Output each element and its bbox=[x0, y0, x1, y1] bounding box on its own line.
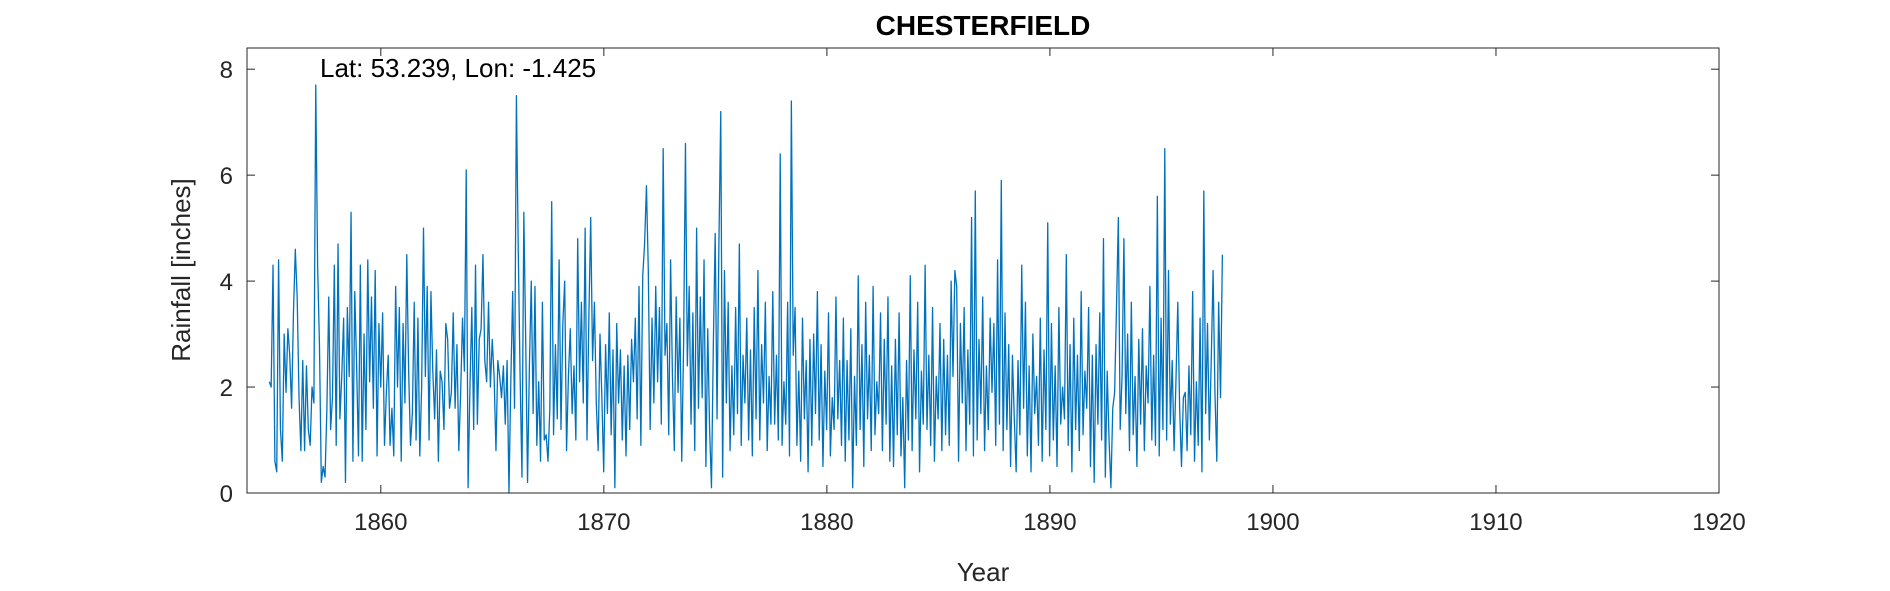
x-axis-label: Year bbox=[957, 557, 1010, 587]
x-tick-label: 1900 bbox=[1246, 509, 1299, 536]
y-tick-label: 2 bbox=[220, 375, 233, 402]
plot-area-background bbox=[247, 48, 1719, 493]
x-tick-label: 1890 bbox=[1023, 509, 1076, 536]
rainfall-series-line-0 bbox=[268, 84, 1224, 494]
location-annotation: Lat: 53.239, Lon: -1.425 bbox=[320, 53, 596, 83]
x-tick-label: 1910 bbox=[1469, 509, 1522, 536]
y-tick-label: 4 bbox=[220, 269, 233, 296]
y-tick-label: 8 bbox=[220, 57, 233, 84]
y-tick-label: 6 bbox=[220, 163, 233, 190]
x-tick-label: 1860 bbox=[354, 509, 407, 536]
data-layer bbox=[268, 84, 1224, 494]
y-axis-ticks: 0 2 4 6 8 bbox=[220, 57, 1719, 508]
x-axis-ticks: 1860 1870 1880 1890 1900 1910 1920 bbox=[354, 48, 1746, 536]
y-axis-label: Rainfall [inches] bbox=[166, 178, 196, 362]
x-tick-label: 1920 bbox=[1692, 509, 1745, 536]
y-tick-label: 0 bbox=[220, 481, 233, 508]
axes-box bbox=[246, 47, 1720, 494]
x-tick-label: 1870 bbox=[577, 509, 630, 536]
chart-title: CHESTERFIELD bbox=[876, 10, 1091, 41]
x-tick-label: 1880 bbox=[800, 509, 853, 536]
